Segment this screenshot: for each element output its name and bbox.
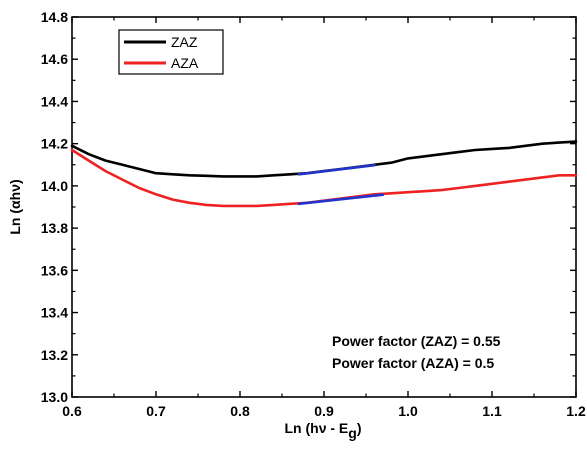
fit-line-1 — [297, 193, 385, 206]
power-factor-annotation: Power factor (AZA) = 0.5 — [332, 355, 494, 371]
legend: ZAZ AZA — [118, 29, 224, 75]
y-tick-label: 13.8 — [41, 220, 68, 236]
ticks-group: 0.6 0.7 0.8 0.9 1.0 1.1 1.2 13.0 13.2 13.4 13.6 13.… — [41, 9, 586, 419]
y-tick-label: 13.0 — [41, 389, 68, 405]
x-axis-label-main: Ln (hν - E — [284, 420, 348, 436]
y-axis-label: Ln (αhν) — [7, 179, 23, 234]
y-tick-label: 14.6 — [41, 51, 68, 67]
legend-label-zaz: ZAZ — [171, 34, 198, 50]
y-tick-label: 14.4 — [41, 93, 68, 109]
y-tick-label: 13.2 — [41, 347, 68, 363]
x-tick-label: 0.9 — [314, 403, 334, 419]
x-tick-label: 0.8 — [230, 403, 250, 419]
x-axis-label-subscript: g — [348, 425, 357, 441]
axis-labels: Ln (hν - Eg) Ln (αhν) — [7, 179, 362, 441]
x-tick-label: 1.0 — [398, 403, 418, 419]
y-tick-label: 14.2 — [41, 136, 68, 152]
y-tick-label: 14.8 — [41, 9, 68, 25]
x-tick-label: 1.2 — [566, 403, 586, 419]
fit-line-0 — [297, 163, 376, 176]
series-line-aza — [70, 148, 578, 208]
x-axis-label-close: ) — [357, 420, 362, 436]
fit-lines-group — [297, 163, 385, 206]
series-group — [70, 140, 578, 208]
y-tick-label: 14.0 — [41, 178, 68, 194]
x-tick-label: 0.6 — [62, 403, 82, 419]
legend-box — [118, 29, 224, 75]
x-tick-label: 0.7 — [146, 403, 166, 419]
y-tick-label: 13.4 — [41, 305, 68, 321]
legend-label-aza: AZA — [171, 55, 199, 71]
annotations: Power factor (ZAZ) = 0.55 Power factor (A… — [332, 333, 501, 371]
x-tick-label: 1.1 — [482, 403, 502, 419]
power-factor-annotation: Power factor (ZAZ) = 0.55 — [332, 333, 501, 349]
y-tick-label: 13.6 — [41, 262, 68, 278]
x-axis-label: Ln (hν - Eg) — [284, 420, 361, 441]
